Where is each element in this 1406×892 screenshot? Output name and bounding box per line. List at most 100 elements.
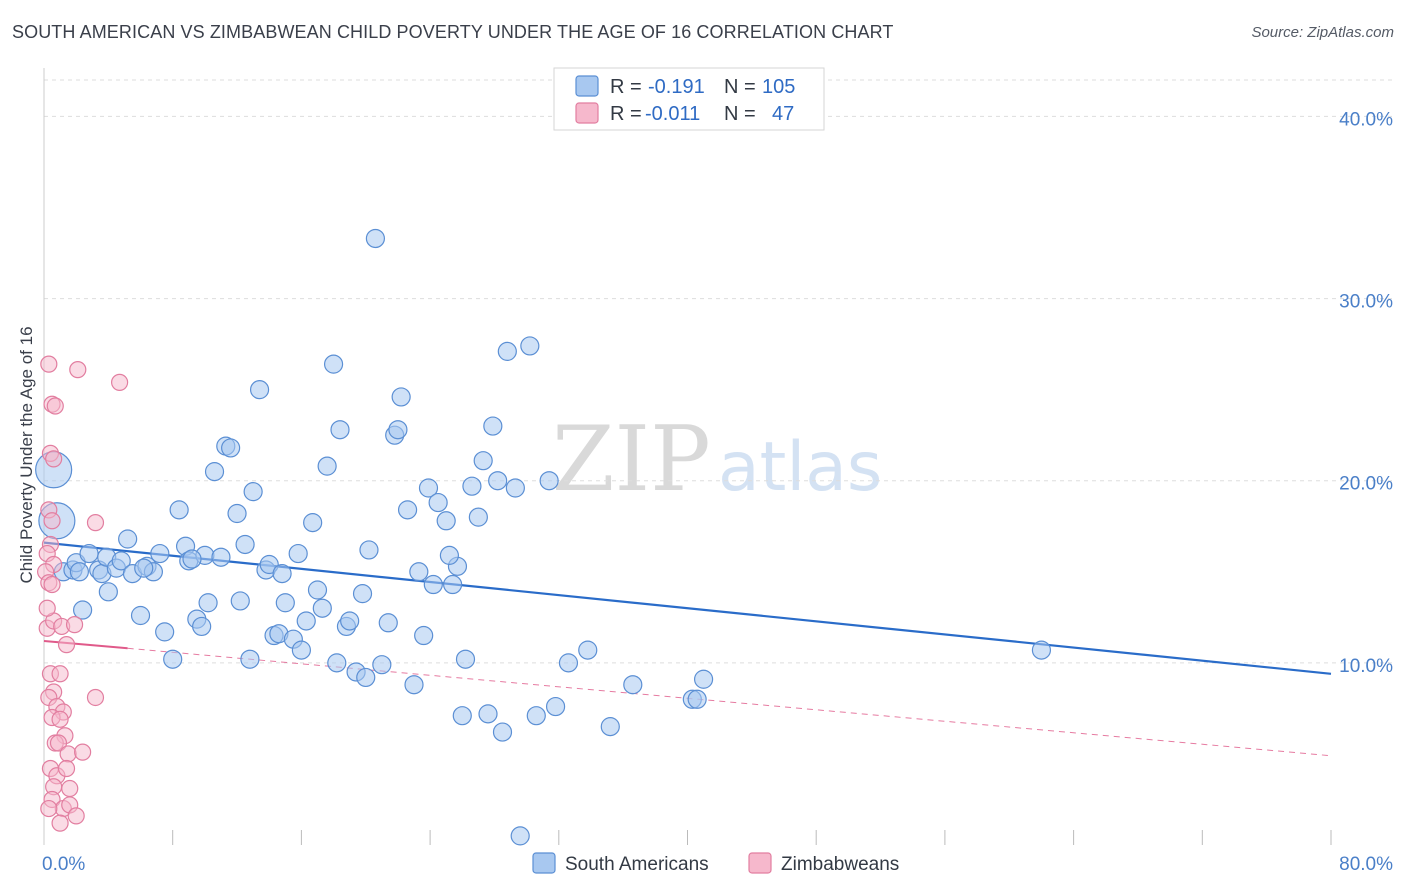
point-zimbabweans: [57, 759, 76, 778]
point-south-americans: [600, 717, 620, 737]
point-south-americans: [312, 598, 332, 618]
point-south-americans: [221, 438, 241, 458]
legend-r-value-2: -0.011: [645, 103, 700, 125]
bottom-legend-swatch-pink: [748, 852, 772, 874]
point-south-americans: [492, 722, 513, 742]
point-south-americans: [505, 478, 525, 498]
point-south-americans: [340, 611, 360, 631]
y-tick-label-20: 20.0%: [1339, 474, 1393, 495]
point-zimbabweans: [86, 688, 105, 707]
legend-n-label-1: N =: [724, 76, 756, 98]
legend-n-value-1: 105: [762, 76, 795, 98]
point-south-americans: [327, 653, 347, 673]
legend-r-value-1: -0.191: [648, 76, 705, 98]
point-south-americans: [468, 507, 488, 527]
y-tick-label-10: 10.0%: [1339, 656, 1393, 677]
point-south-americans: [163, 649, 183, 669]
point-south-americans: [73, 600, 93, 620]
point-south-americans: [317, 456, 337, 476]
point-south-americans: [526, 706, 546, 726]
point-south-americans: [443, 574, 463, 595]
point-south-americans: [275, 593, 295, 613]
point-south-americans: [211, 547, 231, 567]
point-south-americans: [558, 653, 579, 673]
bottom-legend-swatch-blue: [532, 852, 556, 874]
legend-r-label-2: R =: [610, 103, 642, 125]
point-south-americans: [296, 611, 316, 631]
point-zimbabweans: [69, 361, 87, 379]
point-south-americans: [359, 540, 379, 560]
point-south-americans: [578, 640, 598, 660]
point-zimbabweans: [51, 814, 69, 832]
point-south-americans: [687, 689, 707, 709]
point-south-americans: [488, 471, 508, 491]
point-south-americans: [130, 605, 151, 626]
point-south-americans: [439, 545, 460, 565]
point-south-americans: [623, 675, 643, 695]
legend-n-value-2: 47: [772, 103, 794, 125]
point-south-americans: [69, 562, 89, 582]
point-zimbabweans: [59, 745, 77, 763]
point-south-americans: [249, 380, 270, 400]
point-south-americans: [356, 667, 376, 688]
point-south-americans: [111, 551, 131, 571]
bottom-legend-label-blue: South Americans: [565, 854, 709, 875]
point-south-americans: [243, 482, 263, 502]
point-south-americans: [182, 549, 202, 569]
point-south-americans: [497, 341, 517, 361]
trend-line-zimbabweans-dashed: [127, 647, 1332, 757]
legend: R = -0.191 N = 105 R = -0.011 N = 47: [553, 67, 825, 131]
point-south-americans: [192, 616, 212, 637]
point-zimbabweans: [40, 799, 58, 818]
point-south-americans: [418, 478, 439, 498]
point-south-americans: [323, 354, 344, 374]
point-south-americans: [414, 625, 434, 646]
point-south-americans: [79, 543, 99, 564]
point-south-americans: [473, 451, 493, 471]
point-zimbabweans: [43, 512, 61, 530]
y-tick-label-30: 30.0%: [1339, 292, 1393, 313]
point-south-americans: [198, 593, 218, 613]
chart-title: SOUTH AMERICAN VS ZIMBABWEAN CHILD POVER…: [12, 22, 894, 42]
y-axis-label: Child Poverty Under the Age of 16: [17, 326, 36, 583]
point-south-americans: [150, 543, 170, 564]
point-south-americans: [378, 613, 398, 633]
tick-labels: 10.0% 20.0% 30.0% 40.0% 0.0% 80.0%: [42, 109, 1393, 875]
point-south-americans: [423, 574, 443, 595]
legend-swatch-blue: [575, 75, 599, 97]
point-south-americans: [539, 471, 559, 491]
point-south-americans: [155, 622, 175, 642]
source-credit: Source: ZipAtlas.com: [1251, 24, 1394, 41]
point-south-americans: [409, 562, 429, 582]
point-south-americans: [455, 649, 476, 669]
point-south-americans: [330, 420, 350, 440]
point-zimbabweans: [43, 575, 61, 594]
point-south-americans: [452, 706, 472, 726]
legend-n-label-2: N =: [724, 103, 756, 125]
point-zimbabweans: [86, 514, 105, 532]
x-tick-label-min: 0.0%: [42, 854, 85, 875]
legend-r-label-1: R =: [610, 76, 642, 98]
watermark: ZIP atlas: [552, 407, 882, 512]
point-south-americans: [520, 336, 540, 356]
trend-line-zimbabweans-solid: [43, 640, 128, 650]
point-south-americans: [388, 420, 408, 440]
point-south-americans: [693, 669, 714, 689]
point-south-americans: [291, 640, 311, 660]
bottom-legend: South Americans Zimbabweans: [532, 852, 899, 875]
point-zimbabweans: [57, 636, 76, 654]
point-south-americans: [372, 655, 392, 675]
series-south-americans: [35, 228, 1052, 846]
point-south-americans: [235, 534, 255, 555]
point-south-americans: [169, 500, 189, 520]
point-south-americans: [204, 462, 225, 482]
point-zimbabweans: [49, 734, 68, 752]
point-south-americans: [272, 564, 292, 584]
point-south-americans: [98, 582, 118, 602]
point-south-americans: [462, 476, 482, 496]
bottom-legend-label-pink: Zimbabweans: [781, 854, 899, 875]
point-south-americans: [230, 591, 250, 611]
point-south-americans: [227, 503, 247, 524]
legend-box: [553, 67, 825, 131]
